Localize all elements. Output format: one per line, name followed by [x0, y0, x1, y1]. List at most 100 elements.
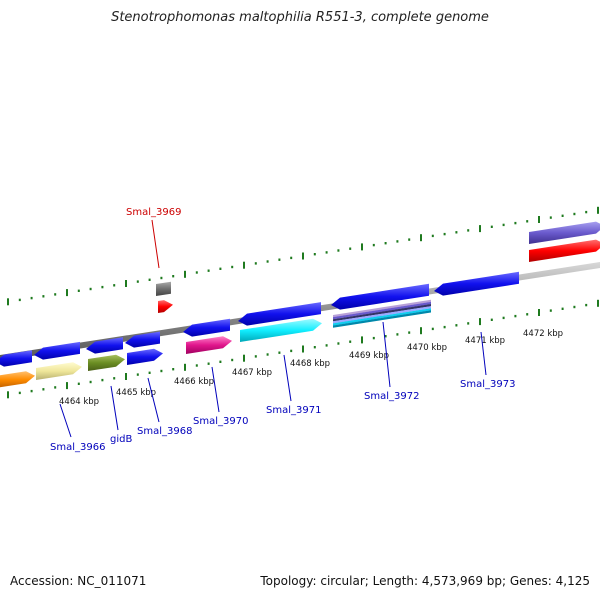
gene-label: Smal_3966 [50, 442, 105, 453]
scale-tick [538, 216, 540, 223]
gene-arrow [434, 271, 519, 296]
gene-label: gidB [110, 434, 132, 445]
gene-arrow [240, 318, 322, 342]
gene-leader-line [147, 377, 160, 423]
scale-tick [7, 298, 9, 306]
gene-arrow [125, 331, 160, 348]
kbp-label: 4466 kbp [174, 377, 214, 387]
gene-stripe [333, 310, 431, 328]
scale-tick [361, 243, 363, 251]
scale-tick [408, 331, 411, 334]
gene-label: Smal_3971 [266, 405, 321, 416]
scale-tick [538, 309, 540, 316]
scale-tick [597, 299, 599, 307]
scale-tick [573, 305, 576, 309]
scale-tick [372, 336, 375, 340]
kbp-label: 4472 kbp [523, 329, 563, 339]
scale-tick [514, 314, 517, 318]
scale-tick [490, 318, 493, 321]
scale-tick [325, 344, 328, 347]
scale-tick [361, 336, 363, 344]
scale-tick [101, 285, 104, 289]
accession-text: Accession: NC_011071 [10, 574, 147, 588]
scale-tick [184, 363, 186, 371]
scale-tick [160, 276, 163, 280]
gene-arrow [34, 341, 80, 360]
scale-tick [254, 262, 257, 265]
scale-tick [420, 234, 422, 242]
kbp-label: 4464 kbp [59, 397, 99, 407]
scale-tick [136, 280, 139, 283]
scale-tick [160, 369, 163, 373]
map-title: Stenotrophomonas maltophilia R551-3, com… [111, 10, 489, 25]
scale-tick [490, 225, 493, 228]
scale-tick [408, 238, 411, 241]
gene-leader-line [382, 321, 391, 388]
scale-tick [514, 221, 517, 225]
scale-tick [561, 214, 564, 217]
scale-tick [231, 265, 234, 269]
gene-arrow [186, 336, 232, 354]
kbp-label: 4469 kbp [349, 351, 389, 361]
scale-tick [113, 284, 116, 287]
scale-tick [549, 216, 552, 219]
outer-scale-line [7, 206, 599, 306]
scale-tick [89, 380, 92, 384]
scale-tick [455, 324, 458, 327]
scale-tick [443, 325, 446, 329]
gene-leader-line [480, 331, 487, 376]
kbp-label: 4468 kbp [290, 359, 330, 369]
gene-arrow [331, 283, 429, 310]
scale-tick [337, 342, 340, 345]
scale-tick [172, 275, 175, 278]
scale-tick [290, 349, 293, 353]
gene-arrow [88, 354, 125, 371]
gene-leader-line [110, 385, 119, 431]
scale-tick [372, 243, 375, 247]
gene-leader-line [151, 219, 160, 269]
gene-stripe [333, 304, 431, 322]
scale-tick [467, 322, 470, 325]
scale-tick [573, 212, 576, 216]
scale-tick [420, 327, 422, 335]
gene-stripe [333, 301, 431, 320]
scale-tick [18, 298, 21, 302]
scale-tick [467, 229, 470, 232]
scale-tick [172, 368, 175, 371]
topology-text: Topology: circular; Length: 4,573,969 bp… [260, 574, 590, 588]
scale-tick [526, 313, 529, 316]
scale-tick [18, 391, 21, 395]
gene-leader-line [211, 366, 220, 413]
gene-label: Smal_3972 [364, 391, 419, 402]
gene-features [0, 221, 600, 388]
scale-tick [502, 316, 505, 320]
scale-tick [302, 252, 304, 260]
scale-tick [337, 249, 340, 252]
scale-tick [502, 223, 505, 227]
scale-tick [325, 251, 328, 254]
kbp-scale-labels: 4464 kbp 4465 kbp 4466 kbp 4467 kbp 4468 kbp… [59, 329, 563, 407]
gene-box [156, 281, 171, 296]
scale-tick [243, 354, 245, 362]
kbp-label: 4471 kbp [465, 336, 505, 346]
scale-tick [302, 345, 304, 353]
gene-arrow [127, 348, 163, 365]
scale-tick [7, 391, 9, 399]
gene-leader-line [59, 403, 72, 438]
scale-tick [77, 382, 80, 385]
scale-tick [585, 210, 588, 214]
scale-tick [66, 289, 68, 297]
scale-tick [207, 362, 210, 365]
scale-tick [113, 377, 116, 380]
scale-tick [219, 267, 222, 270]
scale-tick [597, 206, 599, 214]
scale-tick [195, 271, 198, 274]
gene-box [158, 300, 173, 313]
scale-tick [266, 353, 269, 356]
scale-tick [455, 231, 458, 234]
kbp-label: 4470 kbp [407, 343, 447, 353]
scale-tick [278, 351, 281, 354]
scale-tick [148, 278, 151, 281]
